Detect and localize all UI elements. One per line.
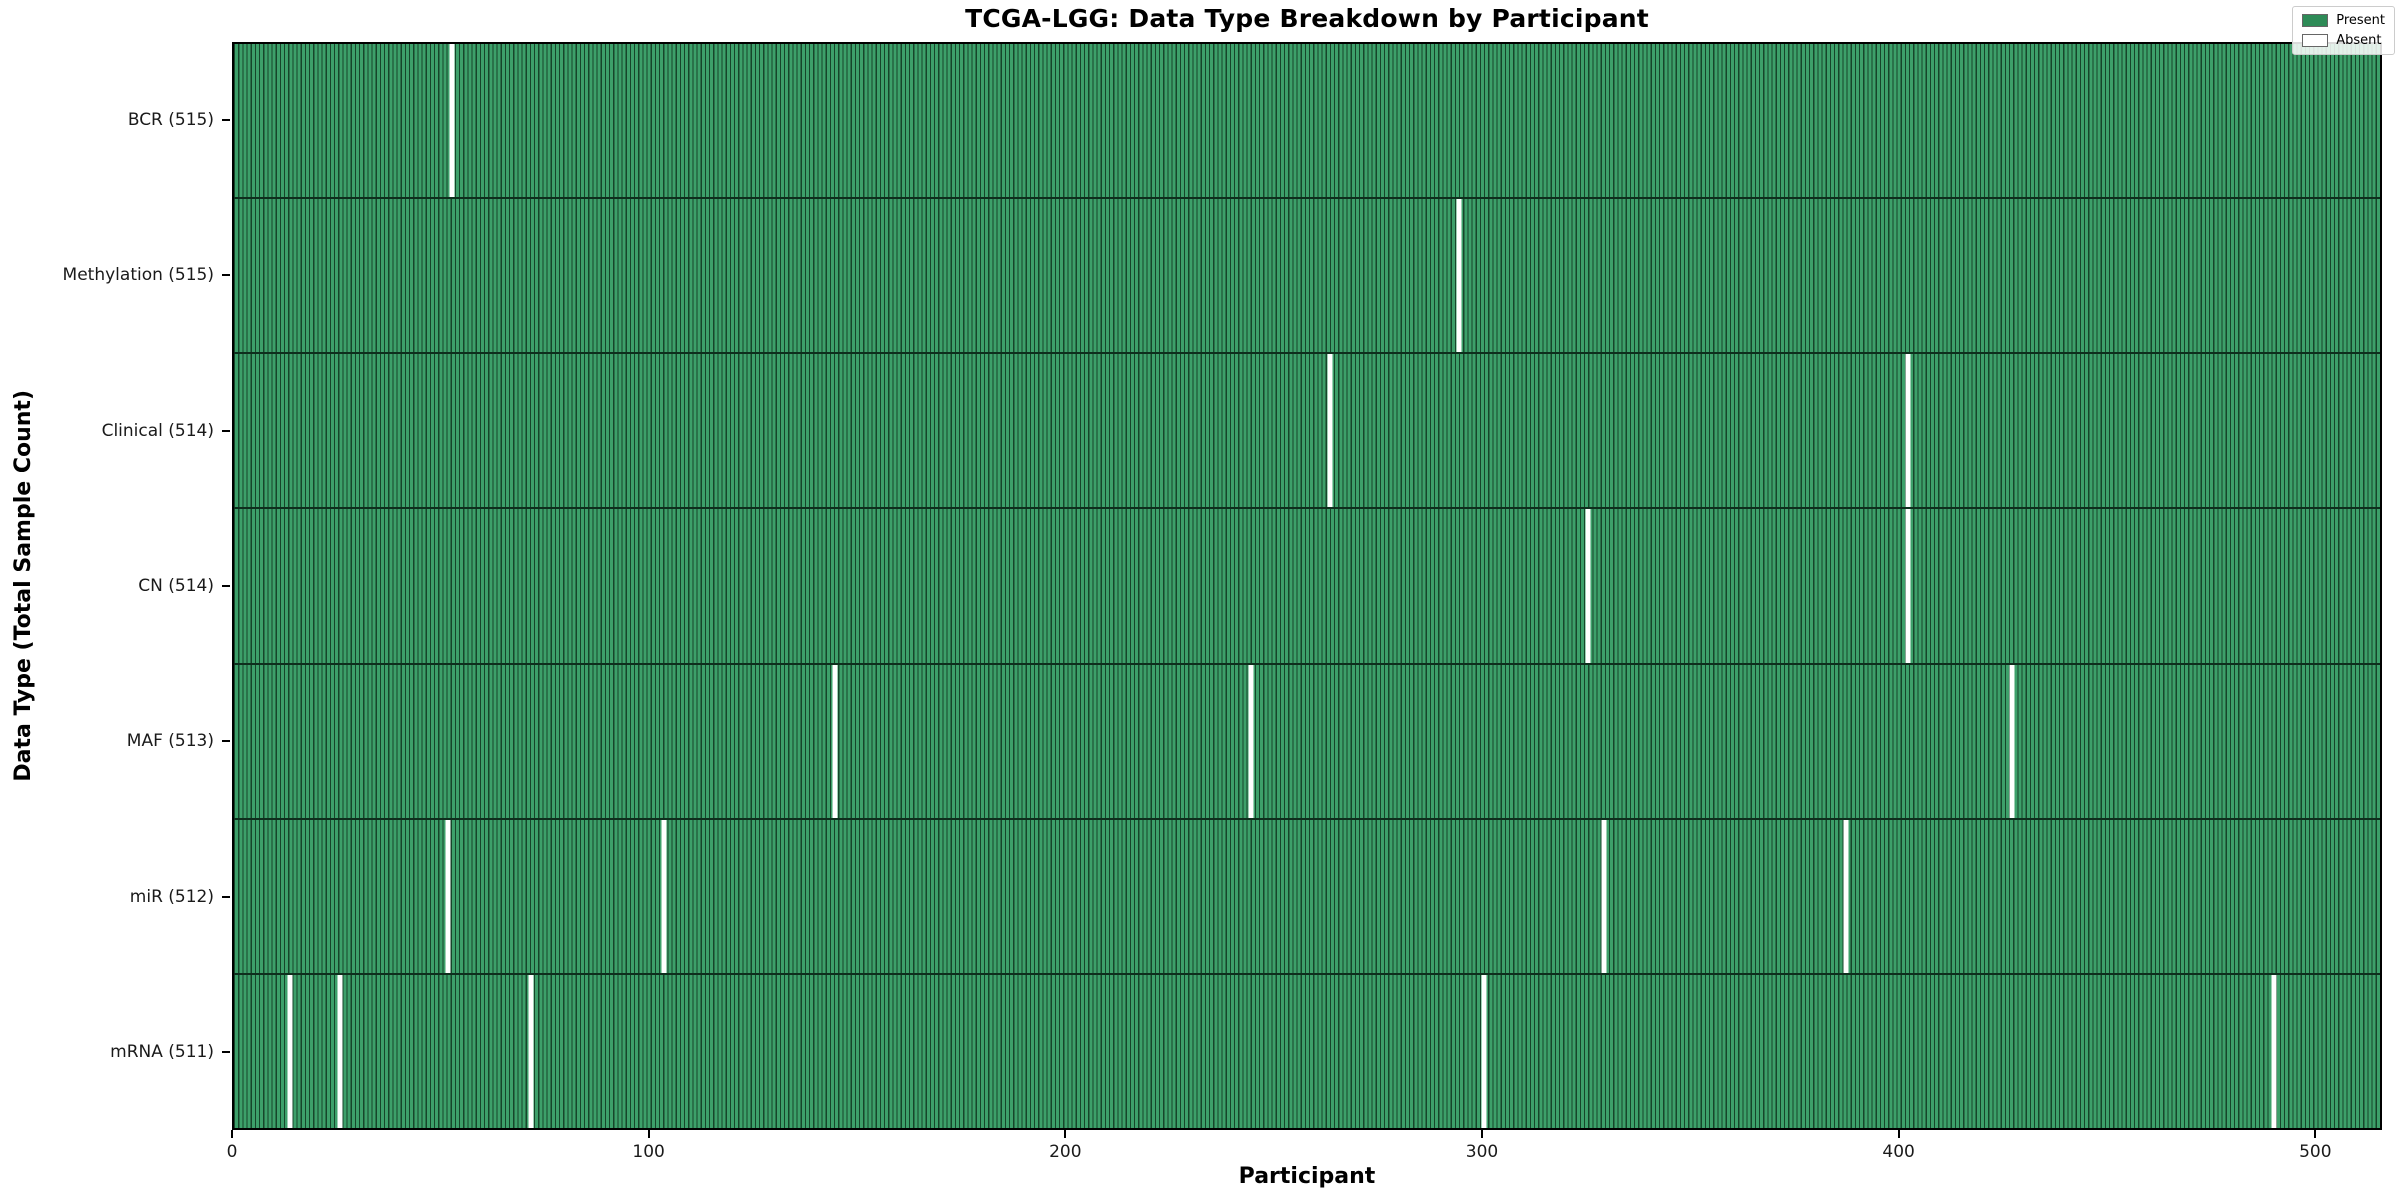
absent-gap <box>2271 974 2277 1128</box>
x-tick-label: 100 <box>632 1142 665 1162</box>
legend: Present Absent <box>2292 6 2395 55</box>
chart-title: TCGA-LGG: Data Type Breakdown by Partici… <box>965 4 1649 33</box>
absent-gap <box>2009 664 2015 818</box>
y-tick-label: miR (512) <box>129 886 214 907</box>
y-tick-label: Clinical (514) <box>101 420 214 441</box>
y-tick-mark <box>222 585 230 587</box>
plot-area <box>232 42 2382 1130</box>
y-axis: BCR (515) Methylation (515) Clinical (514)… <box>0 42 232 1130</box>
y-tick-label: MAF (513) <box>126 731 214 752</box>
x-tick-mark <box>1481 1130 1483 1138</box>
absent-gap <box>445 819 451 973</box>
y-tick-mark <box>222 740 230 743</box>
absent-gap <box>449 44 455 198</box>
absent-gap <box>661 819 667 973</box>
row-mrna <box>234 974 2380 1128</box>
x-tick-mark <box>1897 1130 1900 1138</box>
x-tick-mark <box>1064 1130 1067 1138</box>
x-tick-label: 300 <box>1465 1142 1499 1162</box>
legend-label-absent: Absent <box>2336 33 2382 48</box>
x-tick-mark <box>231 1130 233 1138</box>
absent-gap <box>1905 509 1911 663</box>
absent-gap <box>1327 354 1333 508</box>
y-tick-label: Methylation (515) <box>62 265 214 286</box>
x-tick-label: 500 <box>2299 1142 2332 1162</box>
legend-label-present: Present <box>2336 13 2385 28</box>
legend-swatch-absent-icon <box>2302 34 2329 47</box>
absent-gap <box>1905 354 1911 508</box>
absent-gap <box>1456 199 1462 353</box>
x-tick-label: 200 <box>1049 1142 1082 1162</box>
y-tick-mark <box>222 429 230 432</box>
x-axis: 0 100 200 300 400 500 <box>227 1130 2382 1190</box>
legend-entry-absent: Absent <box>2302 33 2385 48</box>
row-mir <box>234 819 2380 975</box>
row-bcr <box>234 44 2380 200</box>
y-tick-label: mRNA (511) <box>110 1042 214 1063</box>
absent-gap <box>337 974 343 1128</box>
y-tick-mark <box>222 118 230 121</box>
y-tick-mark <box>222 895 230 898</box>
row-maf <box>234 664 2380 820</box>
y-tick-mark <box>222 274 230 277</box>
absent-gap <box>287 974 293 1128</box>
x-tick-label: 0 <box>226 1142 238 1162</box>
row-cn <box>234 509 2380 665</box>
absent-gap <box>1248 664 1254 818</box>
absent-gap <box>1481 974 1487 1128</box>
y-tick-label: BCR (515) <box>127 109 214 130</box>
row-clinical <box>234 354 2380 510</box>
absent-gap <box>1843 819 1849 973</box>
legend-entry-present: Present <box>2302 13 2385 28</box>
x-tick-mark <box>2314 1130 2317 1138</box>
row-methylation <box>234 199 2380 355</box>
x-axis-title: Participant <box>1238 1164 1376 1189</box>
absent-gap <box>1601 819 1607 973</box>
y-tick-mark <box>222 1051 230 1054</box>
x-tick-label: 400 <box>1882 1142 1915 1162</box>
x-tick-mark <box>647 1130 650 1138</box>
absent-gap <box>1585 509 1591 663</box>
absent-gap <box>832 664 838 818</box>
legend-swatch-present-icon <box>2302 14 2329 27</box>
y-tick-label: CN (514) <box>138 576 214 596</box>
absent-gap <box>528 974 534 1128</box>
